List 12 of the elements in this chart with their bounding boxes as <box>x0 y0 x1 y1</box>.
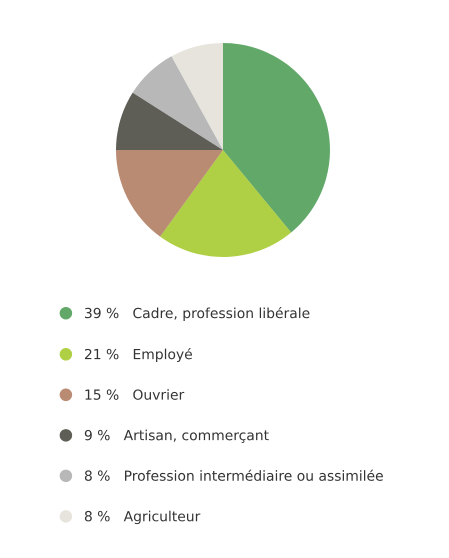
legend-label: 15 % Ouvrier <box>85 389 184 400</box>
legend-label: 39 % Cadre, profession libérale <box>85 306 310 321</box>
pie-slice <box>160 150 292 257</box>
legend-label: 21 % Employé <box>84 348 192 362</box>
pie-slice <box>223 43 330 232</box>
pie-slice <box>116 92 223 150</box>
pie-slice <box>132 56 223 150</box>
legend-label: 9 % Artisan, commerçant <box>84 430 269 443</box>
legend-label: 8 % Profession intermédiaire ou assimilée <box>84 470 383 481</box>
pie-slice <box>116 150 223 237</box>
legend-label: 8 % Agriculteur <box>84 510 200 524</box>
pie-slice <box>171 43 223 150</box>
